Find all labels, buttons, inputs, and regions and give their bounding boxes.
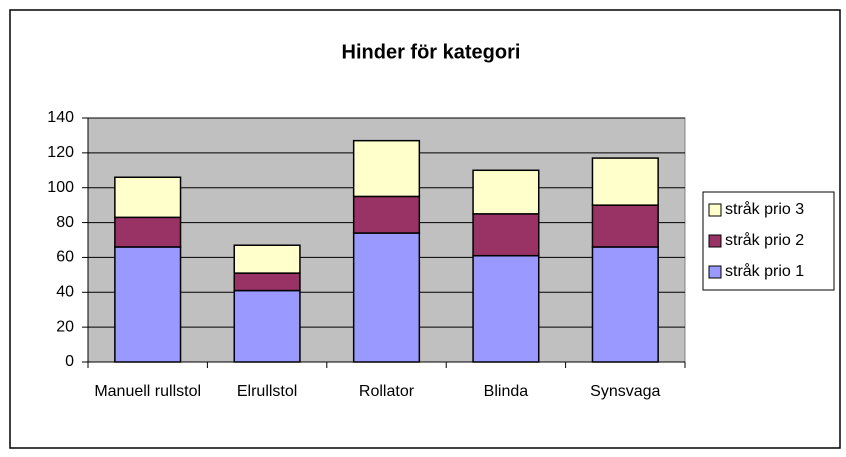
bar-segment	[591, 157, 659, 206]
bar-segment	[352, 232, 421, 363]
bar-segment	[233, 289, 301, 363]
legend-swatch	[708, 203, 722, 217]
bar-segment	[591, 204, 659, 248]
x-tick-label: Manuell rullstol	[94, 383, 201, 400]
bar-segment	[591, 246, 659, 363]
x-tick-label: Elrullstol	[237, 383, 297, 400]
legend-swatch	[708, 265, 722, 279]
y-tick-label: 40	[56, 284, 74, 301]
y-tick-label: 140	[47, 109, 74, 126]
bar-segment	[472, 254, 540, 363]
bar-segment	[114, 246, 182, 363]
legend-label: stråk prio 3	[725, 200, 804, 218]
bar-segment	[233, 244, 301, 274]
bar-segment	[233, 272, 301, 292]
y-tick-label: 0	[65, 353, 74, 370]
bar-segment	[352, 195, 421, 234]
bar-segment	[114, 176, 182, 219]
bar-segment	[472, 213, 540, 257]
chart-title: Hinder för kategori	[342, 41, 521, 63]
legend-box	[702, 191, 835, 291]
y-tick-label: 80	[56, 214, 74, 231]
legend-swatch	[708, 234, 722, 248]
y-tick-label: 120	[47, 144, 74, 161]
bar-segment	[352, 139, 421, 198]
x-tick-label: Rollator	[359, 383, 415, 400]
x-tick-label: Synsvaga	[590, 383, 660, 400]
y-tick-label: 60	[56, 249, 74, 266]
bar-segment	[114, 216, 182, 248]
legend-label: stråk prio 1	[725, 262, 804, 280]
y-tick-label: 20	[56, 318, 74, 335]
x-tick-label: Blinda	[484, 383, 529, 400]
legend-label: stråk prio 2	[725, 231, 804, 249]
y-tick-label: 100	[47, 179, 74, 196]
bar-segment	[472, 169, 540, 215]
